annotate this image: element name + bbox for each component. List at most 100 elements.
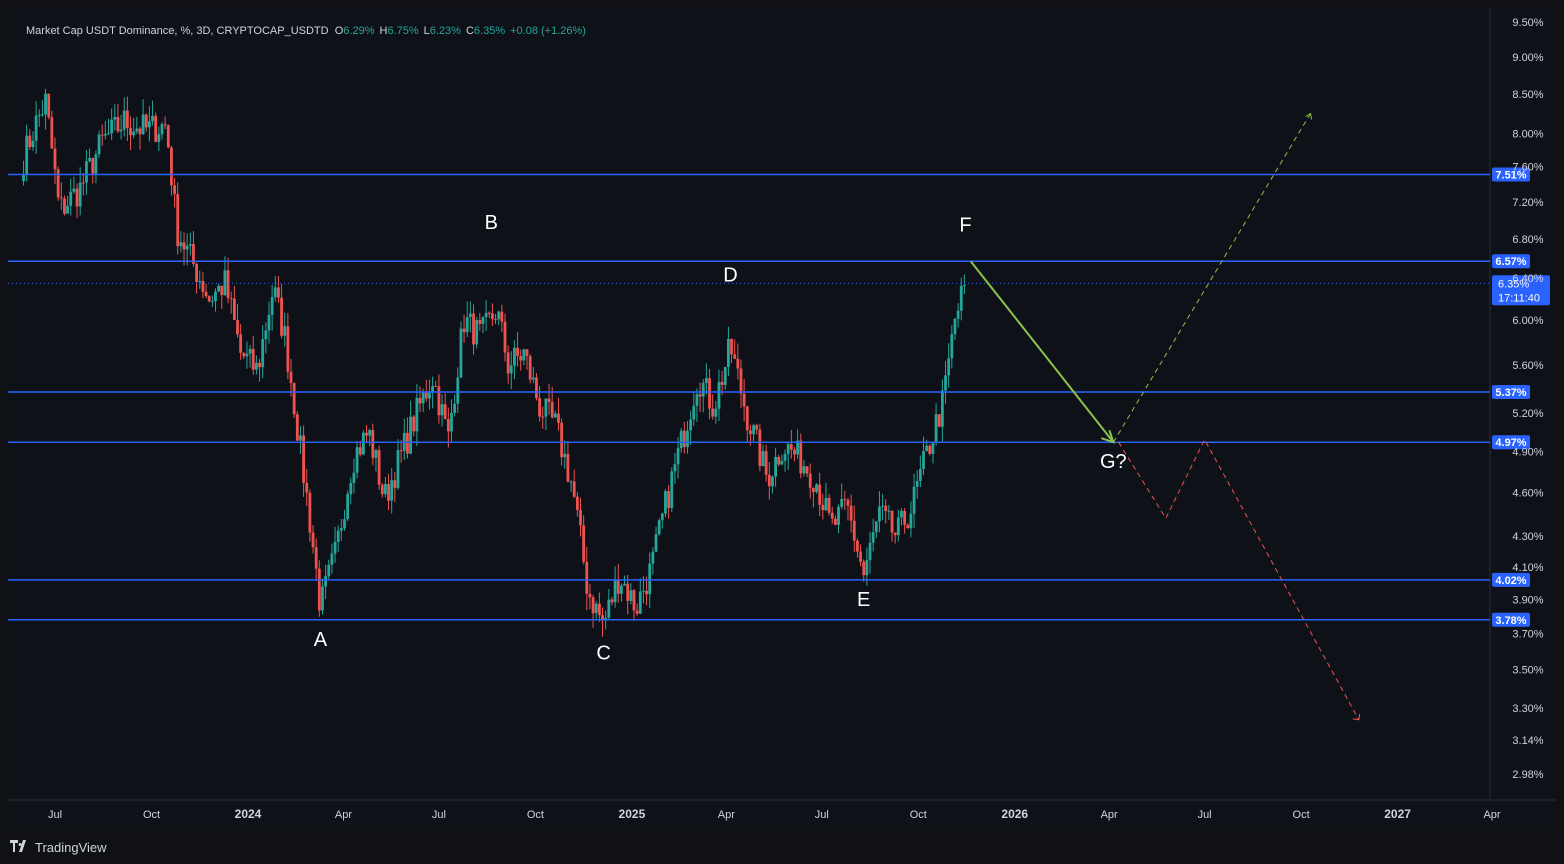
candle-body <box>305 482 309 493</box>
level-badge-label: 7.51% <box>1495 169 1526 181</box>
price-tick-label: 9.50% <box>1512 17 1543 29</box>
candle-body <box>254 362 258 370</box>
candle-body <box>918 468 922 482</box>
candle-body <box>330 553 334 565</box>
candle-body <box>937 414 941 427</box>
candle-body <box>657 520 661 535</box>
candle-body <box>963 284 966 286</box>
candle-body <box>160 124 164 135</box>
level-badge-label: 3.78% <box>1495 615 1526 627</box>
candle-body <box>258 362 261 368</box>
candle-body <box>664 491 667 514</box>
candle-body <box>695 394 699 406</box>
candle-body <box>654 534 658 552</box>
open-value: 6.29% <box>343 25 375 37</box>
candle-body <box>239 334 243 353</box>
candle-body <box>358 447 362 455</box>
candle-body <box>597 603 601 616</box>
candle-body <box>138 128 142 135</box>
candle-body <box>742 393 746 407</box>
candle-body <box>220 285 224 296</box>
candle-body <box>528 356 532 380</box>
candle-body <box>629 590 633 601</box>
candle-body <box>132 131 136 136</box>
candle-body <box>94 154 98 174</box>
candle-body <box>506 352 510 374</box>
price-tick-label: 7.20% <box>1512 197 1543 209</box>
candle-body <box>248 348 252 354</box>
candle-body <box>129 128 132 136</box>
candle-body <box>827 497 831 513</box>
candle-body <box>893 532 897 536</box>
price-tick-label: 2.98% <box>1512 769 1543 781</box>
candle-body <box>704 378 708 384</box>
tradingview-brand: TradingView <box>35 839 107 855</box>
candle-body <box>443 404 447 420</box>
candle-body <box>771 476 774 487</box>
candle-body <box>585 561 589 594</box>
candle-body <box>503 321 507 353</box>
candle-body <box>749 430 752 435</box>
candle-body <box>868 542 872 561</box>
candle-body <box>720 382 724 385</box>
candle-body <box>686 430 689 448</box>
pivot-label-b: B <box>485 212 498 234</box>
candle-body <box>198 280 202 282</box>
candle-body <box>616 579 620 594</box>
candle-body <box>887 510 891 512</box>
candle-body <box>859 551 862 562</box>
candle-body <box>708 378 711 409</box>
candle-body <box>75 188 79 207</box>
candle-body <box>428 392 431 399</box>
candle-body <box>642 590 645 592</box>
candle-body <box>302 435 305 483</box>
candle-body <box>154 115 158 142</box>
candle-body <box>170 147 173 186</box>
chart-panel[interactable]: 7.51% 6.57% 5.37% 4.97% 4.02% 3.78% 6.35% 17:11… <box>8 8 1556 828</box>
candle-body <box>324 576 328 587</box>
candle-body <box>783 453 787 461</box>
candle-body <box>733 354 737 359</box>
candle-body <box>311 532 315 548</box>
candle-body <box>843 499 847 501</box>
candle-body <box>793 449 796 455</box>
candle-body <box>821 504 825 511</box>
candle-body <box>210 301 214 303</box>
candle-body <box>72 188 76 192</box>
price-tick-label: 6.40% <box>1512 273 1543 285</box>
candle-body <box>462 328 466 333</box>
candle-body <box>692 405 696 420</box>
candle-body <box>204 291 208 297</box>
candle-body <box>871 532 875 543</box>
candle-body <box>22 174 25 182</box>
candle-body <box>31 140 35 148</box>
candle-body <box>849 505 853 521</box>
candle-body <box>475 320 479 345</box>
footer-branding: TradingView <box>10 838 107 856</box>
candle-body <box>113 116 117 120</box>
candle-body <box>881 505 884 507</box>
projection-red-dashed <box>1118 438 1360 720</box>
candle-body <box>81 182 85 184</box>
candle-body <box>107 133 110 135</box>
candle-body <box>944 375 947 391</box>
last-price-badge <box>1492 275 1550 306</box>
candle-body <box>846 499 850 506</box>
candle-body <box>490 313 494 320</box>
candle-body <box>569 481 573 483</box>
candle-body <box>232 298 236 321</box>
candle-body <box>78 182 82 207</box>
candle-body <box>251 348 255 370</box>
candle-body <box>85 161 88 183</box>
candle-body <box>453 403 457 413</box>
tradingview-logo-icon[interactable] <box>10 839 30 855</box>
candle-body <box>173 185 176 195</box>
price-chart[interactable]: 7.51% 6.57% 5.37% 4.97% 4.02% 3.78% 6.35% 17:11… <box>8 8 1556 828</box>
candle-body <box>922 451 925 469</box>
candle-body <box>44 93 47 115</box>
candle-body <box>245 353 249 357</box>
candle-body <box>833 518 837 525</box>
candle-body <box>295 414 299 441</box>
candle-body <box>682 430 686 448</box>
candle-body <box>424 392 428 399</box>
